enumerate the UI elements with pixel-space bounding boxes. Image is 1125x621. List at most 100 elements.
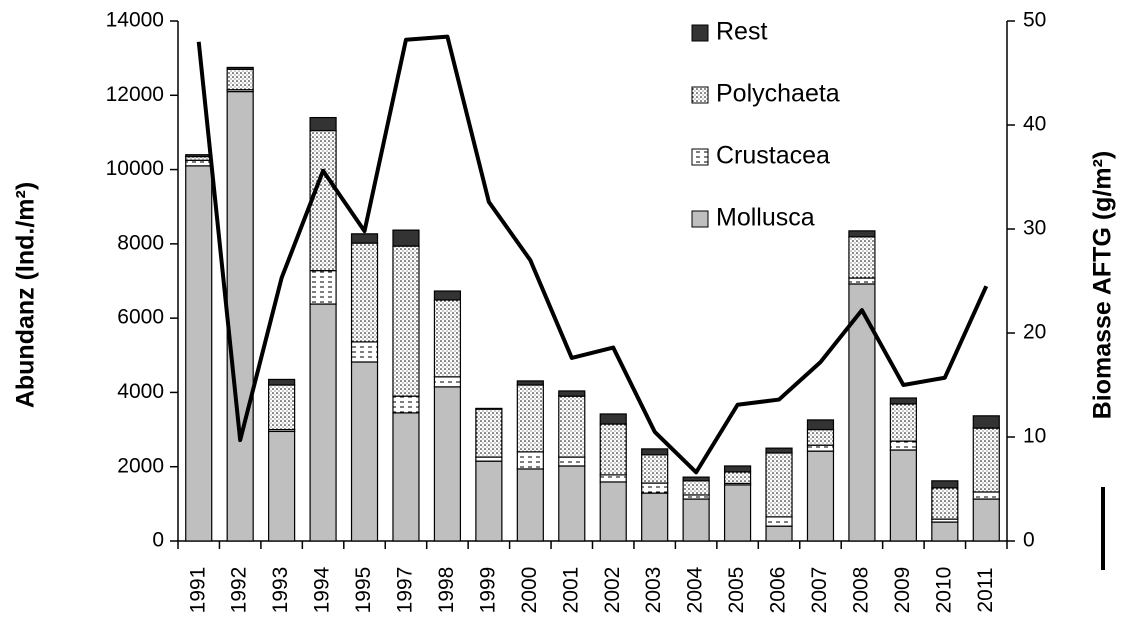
bar-segment [226,90,254,542]
bar-segment [765,516,793,527]
bar-segment [475,408,503,458]
bar-segment [641,454,669,484]
bar-segment [848,230,876,238]
x-tick-label: 2005 [725,567,748,614]
bar-segment [599,474,627,483]
x-tick-label: 2011 [974,567,997,612]
x-tick-label: 1998 [435,567,458,614]
bar-segment [972,491,1000,500]
x-tick-label: 1994 [311,566,334,613]
bar-segment [392,245,420,397]
y-tick-label: 10000 [106,157,164,180]
bar-segment [392,395,420,414]
bar-segment [558,395,586,458]
legend-swatch [691,24,709,42]
x-tick-label: 2008 [849,567,872,614]
bar-segment [433,386,462,542]
bar-segment [475,407,503,410]
bar-segment [226,68,254,91]
bar-segment [350,233,379,244]
bar-segment [682,494,710,500]
x-tick-label: 1993 [269,567,292,614]
bar-segment [931,487,959,520]
y-tick-label: 2000 [117,454,164,477]
x-tick-label: 1999 [476,567,499,614]
y2-axis-label: Biomasse AFTG (g/m²) [1089,151,1117,420]
bar-segment [889,440,917,451]
y-axis-label: Abundanz (Ind./m²) [12,182,40,408]
x-tick-label: 1995 [352,567,375,614]
x-tick-label: 2002 [601,567,624,614]
bar-segment [765,452,793,518]
x-tick-label: 1992 [228,567,251,614]
bar-segment [889,449,917,542]
bar-segment [765,447,793,454]
legend-label: Mollusca [716,204,815,232]
bar-segment [848,277,876,285]
legend-label: Rest [716,18,767,46]
y-tick-label: 12000 [106,83,164,106]
y-tick-label: 4000 [117,380,164,403]
x-tick-label: 2007 [808,567,831,614]
bar-segment [806,450,835,542]
bar-segment [972,498,1000,542]
bar-segment [309,129,337,272]
bar-segment [516,384,544,453]
bar-segment [392,412,420,542]
x-tick-label: 2009 [891,567,914,614]
y-tick-label: 0 [152,529,164,552]
bar-segment [516,451,544,470]
y-tick-label: 8000 [117,231,164,254]
bar-segment [433,290,462,301]
bar-segment [931,480,959,489]
y2-tick-label: 10 [1023,425,1046,448]
x-tick-label: 2006 [767,567,790,614]
bar-segment [723,484,752,542]
bar-segment [185,159,213,167]
bar-segment [268,378,296,386]
y-tick-label: 6000 [117,306,164,329]
bar-segment [433,376,462,388]
x-tick-label: 2000 [518,567,541,614]
bar-segment [682,498,710,542]
y2-tick-label: 40 [1023,113,1046,136]
legend-label: Polychaeta [716,80,840,108]
bar-segment [599,413,627,425]
bar-segment [350,361,379,542]
bar-segment [516,468,544,542]
bar-segment [475,460,503,542]
bar-segment [392,229,420,247]
bar-segment [309,303,337,542]
bar-segment [931,521,959,542]
y-tick-label: 14000 [106,9,164,32]
bar-segment [641,448,669,456]
bar-segment [889,397,917,405]
bar-segment [309,270,337,305]
y2-tick-label: 50 [1023,9,1046,32]
bar-segment [972,415,1000,429]
x-tick-label: 2004 [684,566,707,613]
bar-segment [682,476,710,482]
bar-segment [848,236,876,279]
x-tick-label: 2003 [642,567,665,614]
bar-segment [350,341,379,363]
x-tick-label: 1991 [186,567,209,614]
bar-segment [475,456,503,462]
x-tick-label: 1997 [394,567,417,614]
bar-segment [268,384,296,431]
x-tick-label: 2010 [932,567,955,614]
bar-segment [889,403,917,442]
bar-segment [185,154,213,158]
bar-segment [226,66,254,70]
bar-segment [268,430,296,542]
line-series [196,34,989,475]
bar-segment [641,482,669,494]
bar-segment [350,242,379,343]
bar-segment [185,165,213,542]
bar-segment [433,299,462,378]
bar-segment [516,380,544,386]
bar-segment [558,465,586,542]
bar-segment [558,456,586,467]
y2-tick-label: 0 [1023,529,1035,552]
